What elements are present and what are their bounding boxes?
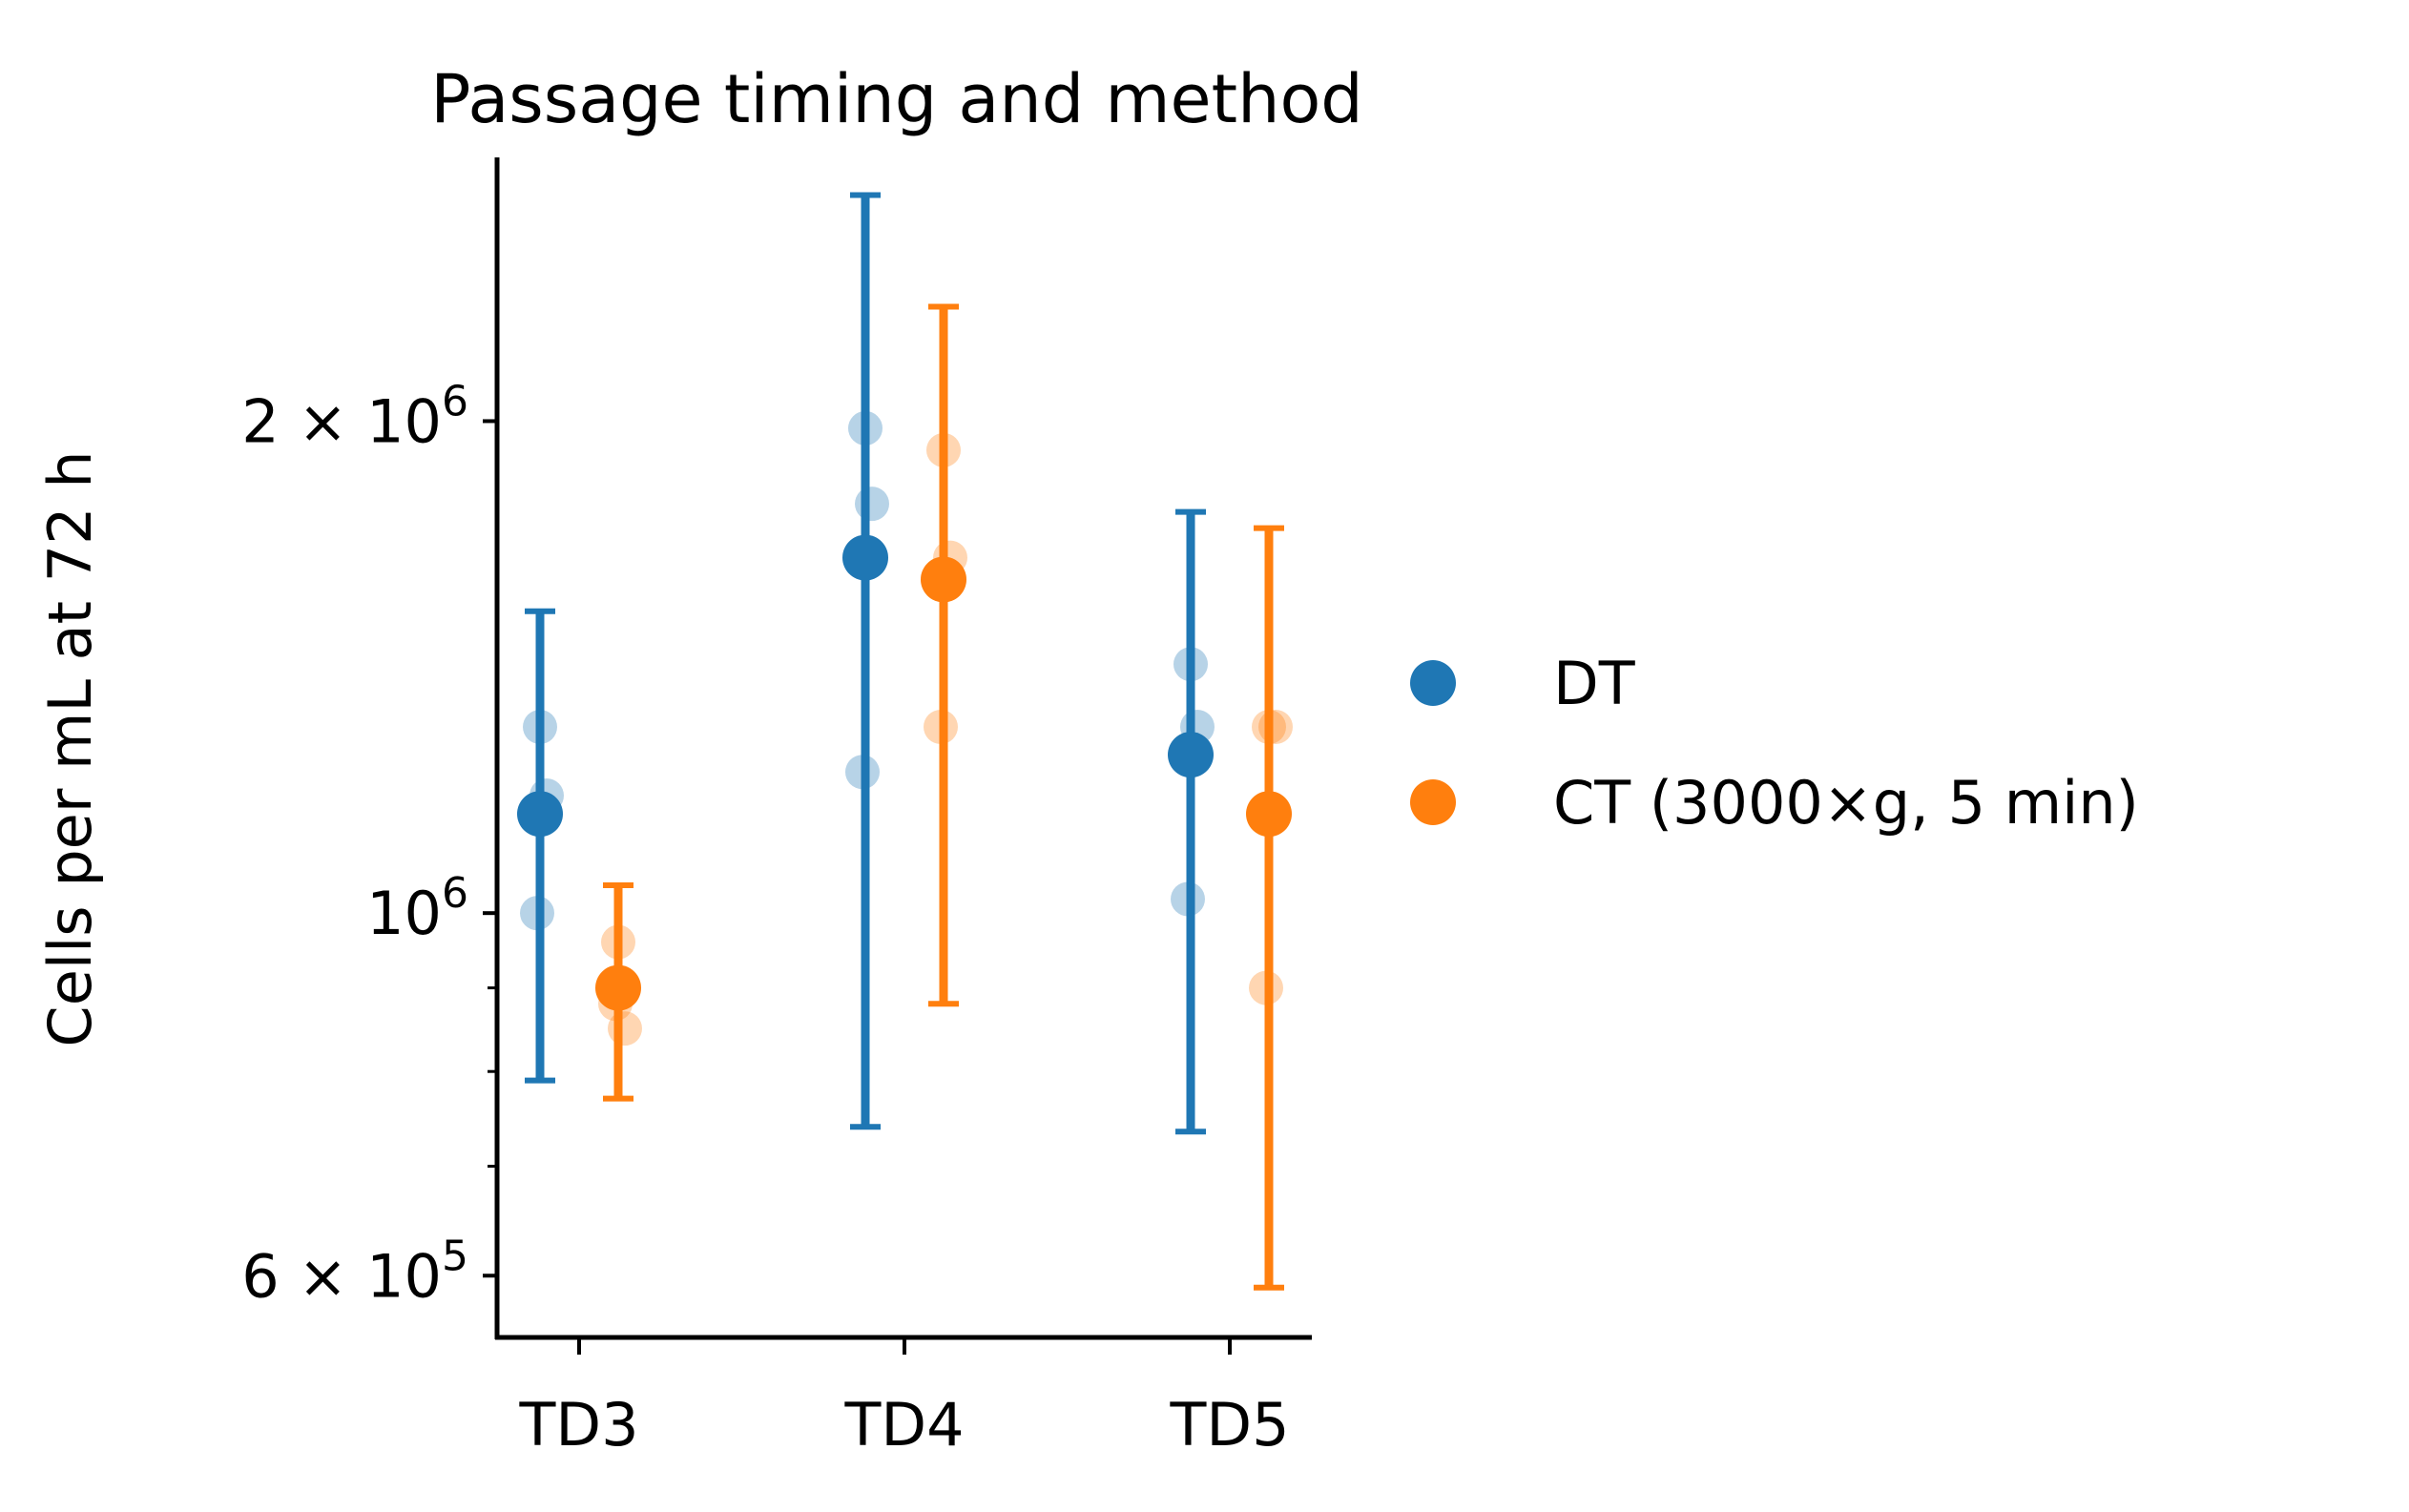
legend: DT CT (3000×g, 5 min) [1410, 649, 2139, 838]
legend-marker [1410, 660, 1456, 706]
y-ticks: 2 × 106 106 6 × 105 [241, 377, 497, 1311]
x-tick-label: TD5 [1169, 1390, 1289, 1460]
data-marks [517, 192, 1293, 1291]
mean-point [517, 791, 563, 838]
legend-marker [1410, 779, 1456, 825]
replicate-point [1258, 709, 1293, 744]
mean-point [1246, 791, 1292, 838]
legend-label: DT [1553, 649, 1636, 718]
replicate-point [855, 487, 889, 522]
y-tick-label: 106 [366, 869, 468, 948]
mean-point [1168, 732, 1214, 778]
x-ticks: TD3 TD4 TD5 [518, 1337, 1290, 1460]
y-axis-label: Cells per mL at 72 h [35, 450, 105, 1046]
x-tick-label: TD3 [518, 1390, 638, 1460]
y-tick-label: 6 × 105 [241, 1232, 468, 1311]
mean-point [842, 534, 888, 581]
mean-point [921, 556, 966, 603]
mean-point [595, 964, 641, 1011]
y-tick-label: 2 × 106 [241, 377, 468, 456]
x-tick-label: TD4 [843, 1390, 964, 1460]
legend-label: CT (3000×g, 5 min) [1553, 768, 2139, 838]
chart-title: Passage timing and method [430, 60, 1362, 138]
